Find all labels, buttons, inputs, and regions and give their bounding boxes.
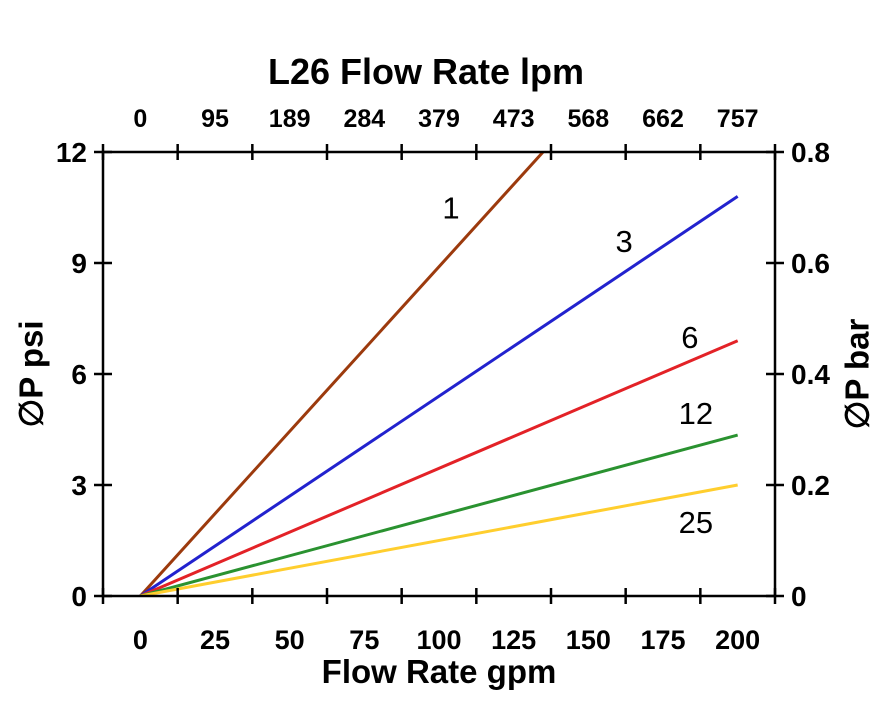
plot-frame bbox=[101, 150, 777, 598]
y-left-tick-label: 3 bbox=[71, 470, 87, 501]
x-top-tick-label: 662 bbox=[642, 105, 684, 133]
x-top-tick-label: 757 bbox=[717, 105, 759, 133]
top-axis-title: L26 Flow Rate lpm bbox=[267, 51, 585, 92]
series-line-6 bbox=[139, 339, 739, 596]
x-top-tick-label: 473 bbox=[493, 105, 535, 133]
y-left-tick-label: 0 bbox=[71, 581, 87, 612]
x-bottom-tick-label: 150 bbox=[566, 625, 611, 655]
y-left-tick-label: 6 bbox=[71, 359, 87, 390]
series-line-25 bbox=[140, 483, 738, 596]
y-right-tick-label: 0.8 bbox=[791, 137, 830, 168]
x-top-tick-label: 379 bbox=[418, 105, 460, 133]
bottom-axis-title: Flow Rate gpm bbox=[321, 653, 557, 690]
x-bottom-tick-label: 75 bbox=[349, 625, 379, 655]
y-right-tick-label: 0.4 bbox=[791, 359, 830, 390]
series-line-12 bbox=[139, 433, 739, 596]
x-top-tick-label: 0 bbox=[133, 105, 147, 133]
series-label-12: 12 bbox=[679, 396, 713, 431]
x-bottom-tick-label: 100 bbox=[416, 625, 461, 655]
series-label-6: 6 bbox=[681, 320, 698, 355]
series-label-25: 25 bbox=[679, 505, 713, 540]
series-label-3: 3 bbox=[616, 224, 633, 259]
series-line-3 bbox=[139, 195, 739, 596]
series-line-1 bbox=[139, 152, 546, 596]
x-bottom-tick-label: 50 bbox=[275, 625, 305, 655]
x-top-tick-label: 568 bbox=[567, 105, 609, 133]
y-right-tick-label: 0 bbox=[791, 581, 807, 612]
x-top-tick-label: 189 bbox=[269, 105, 311, 133]
x-bottom-tick-label: 0 bbox=[133, 625, 148, 655]
x-bottom-tick-label: 25 bbox=[200, 625, 230, 655]
x-top-tick-label: 95 bbox=[201, 105, 229, 133]
y-left-tick-label: 9 bbox=[71, 248, 87, 279]
y-left-tick-label: 12 bbox=[56, 137, 87, 168]
y-right-tick-label: 0.2 bbox=[791, 470, 830, 501]
y-right-tick-label: 0.6 bbox=[791, 248, 830, 279]
x-bottom-tick-label: 125 bbox=[491, 625, 536, 655]
x-bottom-tick-label: 200 bbox=[715, 625, 760, 655]
series-label-1: 1 bbox=[442, 191, 459, 226]
x-top-tick-label: 284 bbox=[343, 105, 385, 133]
x-bottom-tick-label: 175 bbox=[640, 625, 685, 655]
